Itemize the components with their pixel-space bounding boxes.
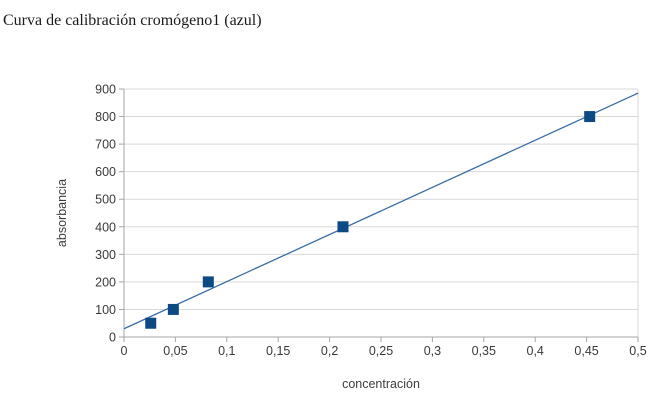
trend-line <box>123 92 639 330</box>
y-tick-label: 800 <box>95 110 116 124</box>
y-tick-label: 300 <box>95 248 116 262</box>
y-tick-label: 500 <box>95 193 116 207</box>
tick-labels-layer: 0 100 200 300 400 500 600 700 800 900 0 0,05 0,1 0,15… <box>95 83 647 359</box>
y-tick-label: 700 <box>95 138 116 152</box>
data-point-marker <box>145 317 157 329</box>
y-tick-label: 100 <box>95 303 116 317</box>
y-axis-title: absorbancia <box>55 179 69 247</box>
chart-title: Curva de calibración cromógeno1 (azul) <box>3 12 262 29</box>
x-tick-label: 0,3 <box>424 344 441 358</box>
data-point-marker <box>584 111 596 123</box>
data-point-marker <box>202 276 214 288</box>
x-tick-label: 0,1 <box>218 344 235 358</box>
x-tick-label: 0,35 <box>472 344 496 358</box>
x-tick-label: 0,4 <box>527 344 544 358</box>
x-tick-label: 0,45 <box>574 344 598 358</box>
x-tick-label: 0,2 <box>321 344 338 358</box>
x-tick-label: 0 <box>121 344 128 358</box>
y-tick-label: 400 <box>95 220 116 234</box>
data-series-layer <box>123 92 639 330</box>
y-tick-label: 900 <box>95 83 116 97</box>
x-tick-label: 0,15 <box>266 344 290 358</box>
data-point-marker <box>337 221 349 233</box>
gridlines-layer <box>124 88 639 337</box>
x-tick-label: 0,25 <box>369 344 393 358</box>
x-tick-label: 0,05 <box>163 344 187 358</box>
x-axis-title: concentración <box>342 377 420 391</box>
axes-layer <box>119 88 639 342</box>
y-tick-label: 0 <box>109 331 116 345</box>
y-tick-label: 200 <box>95 275 116 289</box>
data-point-marker <box>167 303 179 315</box>
x-tick-label: 0,5 <box>629 344 646 358</box>
y-tick-label: 600 <box>95 165 116 179</box>
